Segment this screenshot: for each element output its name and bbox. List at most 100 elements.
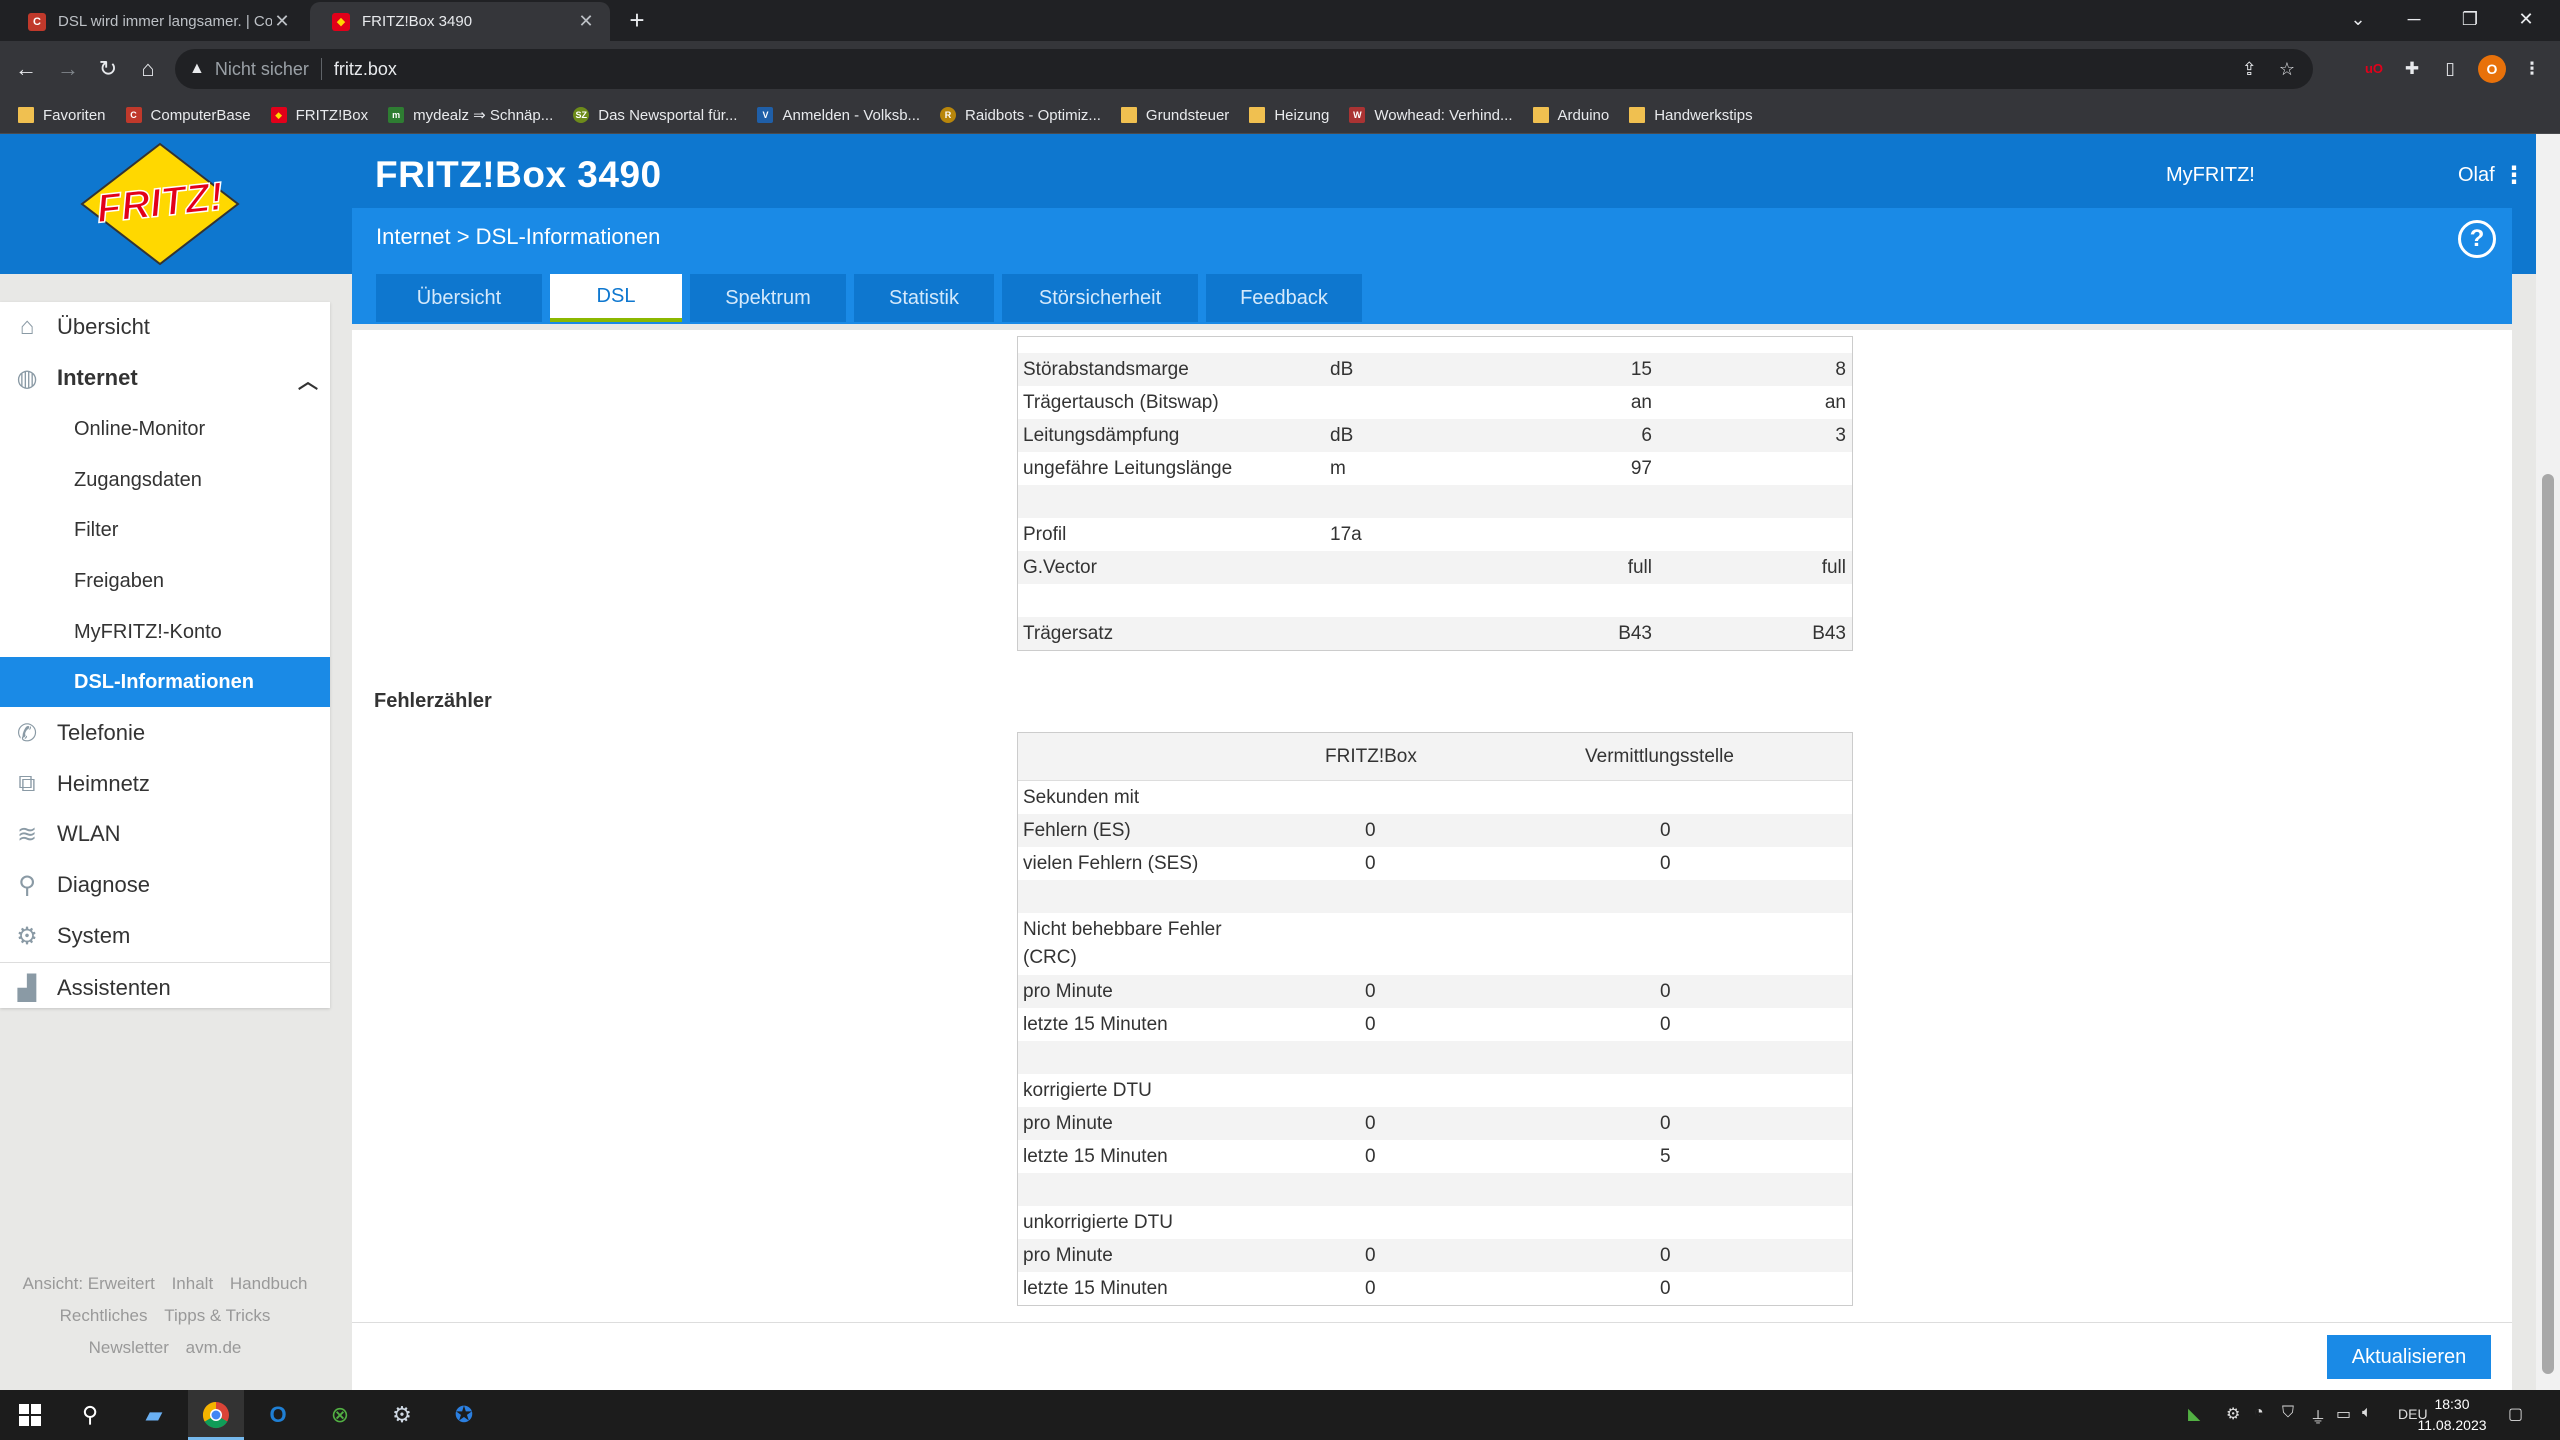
extensions-icon[interactable]: ✚ bbox=[2404, 59, 2420, 78]
footer-link-newsletter[interactable]: Newsletter bbox=[88, 1338, 169, 1357]
sidepanel-icon[interactable]: ▯ bbox=[2445, 59, 2455, 78]
usb-tray-icon[interactable]: ⏚ bbox=[2310, 1410, 2327, 1427]
bookmark-mydealz[interactable]: m mydealz ⇒ Schnäp... bbox=[388, 106, 553, 124]
sidebar-item-heimnetz[interactable]: ⧉ Heimnetz bbox=[0, 759, 330, 809]
sidebar-subitem-filter[interactable]: Filter bbox=[74, 518, 119, 541]
taskbar-active-indicator bbox=[188, 1390, 244, 1440]
profile-avatar-icon[interactable]: O bbox=[2478, 55, 2506, 83]
scrollbar-thumb[interactable] bbox=[2542, 474, 2554, 1374]
sidebar-item-internet[interactable]: ◍ Internet ︿ bbox=[0, 353, 330, 403]
sidebar: ⌂ Übersicht ◍ Internet ︿ Online-Monitor … bbox=[0, 302, 330, 1008]
table-row: Störabstandsmarge dB 15 8 bbox=[1018, 353, 1852, 386]
table-row: pro Minute 0 0 bbox=[1018, 1107, 1852, 1140]
table-row: korrigierte DTU bbox=[1023, 1080, 1152, 1101]
bookmark-grundsteuer[interactable]: Grundsteuer bbox=[1120, 107, 1229, 124]
tab-dsl[interactable]: DSL bbox=[550, 274, 682, 322]
steam-icon[interactable]: ⚙ bbox=[392, 1402, 412, 1427]
network-tray-icon[interactable]: ▭ bbox=[2336, 1406, 2352, 1423]
browser-tab-fritzbox[interactable]: ◆ FRITZ!Box 3490 ✕ bbox=[310, 2, 610, 41]
footer-link-tipps[interactable]: Tipps & Tricks bbox=[164, 1306, 271, 1325]
windows-start-icon[interactable] bbox=[14, 1399, 46, 1431]
notification-icon[interactable]: ▢ bbox=[2508, 1406, 2524, 1423]
steam-tray-icon[interactable]: ⚙ bbox=[2226, 1406, 2241, 1423]
table-row: letzte 15 Minuten 0 5 bbox=[1023, 1146, 1671, 1167]
tab-spektrum[interactable]: Spektrum bbox=[690, 274, 846, 322]
fritz-logo[interactable]: FRITZ! bbox=[0, 134, 352, 274]
sidebar-item-diagnose[interactable]: ⚲ Diagnose bbox=[0, 860, 330, 910]
language-indicator[interactable]: DEU bbox=[2398, 1406, 2428, 1422]
footer-link-handbuch[interactable]: Handbuch bbox=[229, 1274, 308, 1293]
table-row: pro Minute 0 0 bbox=[1018, 1239, 1852, 1272]
share-icon[interactable]: ⇪ bbox=[2241, 58, 2257, 79]
xbox-icon[interactable]: ⊗ bbox=[330, 1402, 350, 1427]
footer-link-inhalt[interactable]: Inhalt bbox=[171, 1274, 214, 1293]
table-row: ungefähre Leitungslänge m 97 bbox=[1023, 458, 1652, 479]
bookmark-computerbase[interactable]: C ComputerBase bbox=[125, 107, 251, 124]
user-menu-icon[interactable]: ⋮ bbox=[2502, 162, 2526, 189]
bookmark-heizung[interactable]: Heizung bbox=[1249, 107, 1329, 124]
tab-stoersicherheit[interactable]: Störsicherheit bbox=[1002, 274, 1198, 322]
bookmark-favoriten[interactable]: Favoriten bbox=[18, 107, 106, 124]
file-explorer-icon[interactable]: ▰ bbox=[145, 1402, 163, 1427]
sidebar-subitem-online-monitor[interactable]: Online-Monitor bbox=[74, 417, 206, 440]
sidebar-item-wlan[interactable]: ≋ WLAN bbox=[0, 809, 330, 859]
window-close-icon[interactable]: ✕ bbox=[2518, 9, 2534, 29]
minimize-icon[interactable]: ─ bbox=[2407, 9, 2421, 29]
restore-icon[interactable]: ❐ bbox=[2461, 9, 2479, 29]
browser-menu-icon[interactable]: ⋮ bbox=[2523, 59, 2541, 78]
section-title-fehlerzaehler: Fehlerzähler bbox=[374, 690, 492, 712]
battlenet-icon[interactable]: ✪ bbox=[454, 1402, 474, 1427]
browser-tab-computerbase[interactable]: C DSL wird immer langsamer. | Con ✕ bbox=[6, 2, 306, 41]
sidebar-item-system[interactable]: ⚙ System bbox=[0, 911, 330, 961]
chrome-icon[interactable] bbox=[200, 1399, 232, 1431]
ublock-icon[interactable]: uO bbox=[2364, 61, 2384, 76]
footer-link-ansicht[interactable]: Ansicht: Erweitert bbox=[22, 1274, 155, 1293]
taskbar-clock[interactable]: 18:30 11.08.2023 bbox=[2412, 1394, 2492, 1436]
chrome-tray-icon[interactable]: ◔ bbox=[2254, 1404, 2264, 1421]
bookmark-wowhead[interactable]: W Wowhead: Verhind... bbox=[1349, 107, 1513, 124]
outlook-icon[interactable]: O bbox=[269, 1402, 287, 1427]
refresh-button[interactable]: Aktualisieren bbox=[2327, 1335, 2491, 1379]
sidebar-subitem-zugangsdaten[interactable]: Zugangsdaten bbox=[74, 468, 202, 491]
close-icon[interactable]: ✕ bbox=[274, 11, 290, 31]
myfritz-link[interactable]: MyFRITZ! bbox=[2166, 164, 2255, 186]
reload-icon[interactable]: ↻ bbox=[98, 56, 118, 81]
nvidia-tray-icon[interactable]: ◣ bbox=[2188, 1406, 2201, 1423]
bookmark-volksbank[interactable]: V Anmelden - Volksb... bbox=[757, 107, 920, 124]
tab-statistik[interactable]: Statistik bbox=[854, 274, 994, 322]
volume-icon[interactable]: 🔈︎ bbox=[2362, 1404, 2372, 1421]
sidebar-item-uebersicht[interactable]: ⌂ Übersicht bbox=[0, 302, 330, 352]
tab-feedback[interactable]: Feedback bbox=[1206, 274, 1362, 322]
user-name[interactable]: Olaf bbox=[2458, 164, 2495, 186]
bookmark-handwerkstips[interactable]: Handwerkstips bbox=[1629, 107, 1753, 124]
close-icon[interactable]: ✕ bbox=[578, 11, 594, 31]
home-button-icon[interactable]: ⌂ bbox=[141, 56, 155, 81]
sidebar-subitem-freigaben[interactable]: Freigaben bbox=[74, 569, 165, 592]
home-icon: ⌂ bbox=[19, 313, 35, 340]
system-icon: ⚙ bbox=[16, 922, 38, 950]
bookmark-fritzbox[interactable]: ◆ FRITZ!Box bbox=[270, 107, 368, 124]
tab-uebersicht[interactable]: Übersicht bbox=[376, 274, 542, 322]
forward-icon[interactable]: → bbox=[57, 56, 79, 81]
bookmark-arduino[interactable]: Arduino bbox=[1532, 107, 1609, 124]
footer-link-rechtliches[interactable]: Rechtliches bbox=[59, 1306, 148, 1325]
footer-link-avm[interactable]: avm.de bbox=[185, 1338, 242, 1357]
sidebar-item-assistenten[interactable]: ▟ Assistenten bbox=[0, 963, 330, 1013]
url-text[interactable]: fritz.box bbox=[333, 58, 397, 79]
bookmark-sz[interactable]: SZ Das Newsportal für... bbox=[573, 107, 737, 124]
page-scrollbar[interactable] bbox=[2536, 134, 2560, 1390]
help-icon[interactable]: ? bbox=[2458, 220, 2496, 258]
address-bar[interactable]: ▲ Nicht sicher fritz.box ⇪ ☆ bbox=[175, 49, 2313, 89]
table-row: Leitungsdämpfung dB 6 3 bbox=[1018, 419, 1852, 452]
bookmark-star-icon[interactable]: ☆ bbox=[2278, 58, 2295, 79]
chevron-up-icon[interactable]: ︿ bbox=[298, 371, 318, 393]
sidebar-subitem-dsl-informationen[interactable]: DSL-Informationen bbox=[0, 657, 330, 707]
sidebar-subitem-myfritz-konto[interactable]: MyFRITZ!-Konto bbox=[74, 620, 222, 643]
new-tab-button[interactable]: + bbox=[629, 5, 645, 35]
back-icon[interactable]: ← bbox=[15, 56, 37, 81]
sidebar-item-telefonie[interactable]: ✆ Telefonie bbox=[0, 708, 330, 758]
bookmark-raidbots[interactable]: R Raidbots - Optimiz... bbox=[940, 107, 1101, 124]
tab-search-icon[interactable]: ⌄ bbox=[2350, 9, 2366, 29]
search-icon[interactable]: ⚲ bbox=[81, 1402, 99, 1427]
defender-tray-icon[interactable]: ⛉ bbox=[2282, 1404, 2295, 1421]
